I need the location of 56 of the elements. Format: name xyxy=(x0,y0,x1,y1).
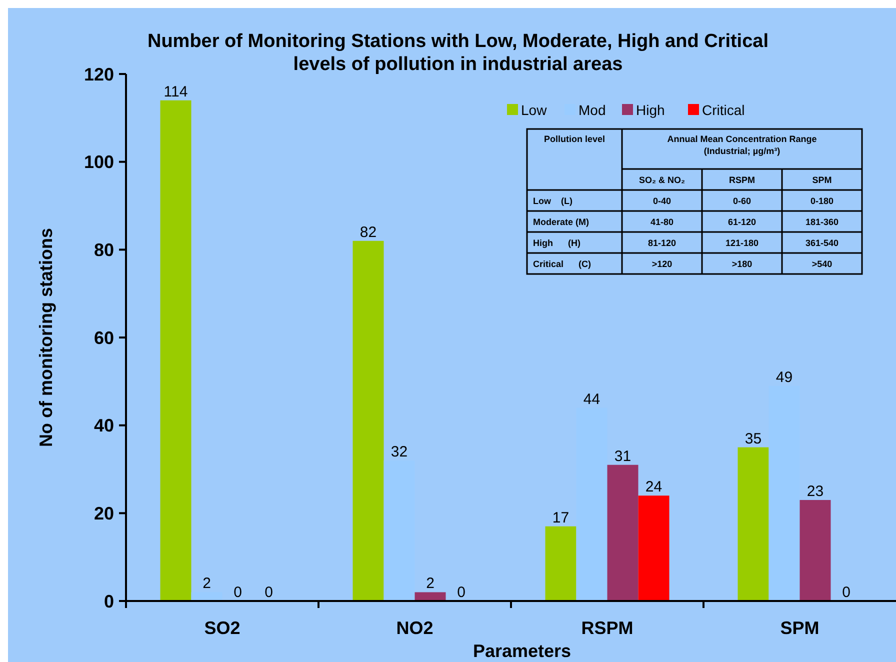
annotation: 0-60 xyxy=(732,196,752,206)
annotation: >540 xyxy=(812,259,832,269)
x-tick-label: RSPM xyxy=(581,618,634,638)
data-label: 35 xyxy=(744,430,762,448)
data-label: 31 xyxy=(614,448,632,465)
legend-label: Low xyxy=(521,102,548,118)
annotation: 61-120 xyxy=(728,217,756,227)
annotation: SPM xyxy=(812,175,832,185)
annotation: 181-360 xyxy=(805,217,839,227)
data-label: 32 xyxy=(390,443,408,460)
y-tick-label: 100 xyxy=(84,152,114,172)
annotation: 41-80 xyxy=(650,217,674,227)
annotation: 121-180 xyxy=(725,238,759,248)
y-tick-label: 80 xyxy=(94,240,114,260)
annotation: >180 xyxy=(732,259,752,269)
data-label: 44 xyxy=(583,390,600,408)
y-axis-title: No of monitoring stations xyxy=(36,228,56,447)
data-label: 49 xyxy=(776,368,793,386)
y-tick-label: 120 xyxy=(84,64,114,84)
data-label: 23 xyxy=(806,482,824,500)
annotation: 81-120 xyxy=(648,238,676,248)
annotation: >120 xyxy=(652,259,672,269)
annotation: SO₂ & NO₂ xyxy=(638,175,686,185)
y-tick-label: 0 xyxy=(104,591,114,612)
chart-title: Number of Monitoring Stations with Low, Moderate, High and Critical levels of pollution in industrial areas xyxy=(147,31,769,75)
y-tick-label: 20 xyxy=(94,503,114,524)
data-label: 24 xyxy=(645,478,662,496)
annotation: Critical (C) xyxy=(533,259,592,269)
data-label: 0 xyxy=(842,584,850,601)
annotation: (Industrial; µg/m³) xyxy=(704,146,780,156)
annotation: Moderate (M) xyxy=(533,217,589,227)
data-label: 82 xyxy=(360,224,377,241)
x-axis-title: Parameters xyxy=(472,641,572,661)
data-label: 2 xyxy=(426,575,434,592)
x-tick-label: NO2 xyxy=(396,618,434,638)
annotation: RSPM xyxy=(728,175,756,185)
annotation: 0-40 xyxy=(652,196,672,206)
annotation: Pollution level xyxy=(544,134,606,144)
y-tick-label: 60 xyxy=(94,328,114,348)
annotation: High (H) xyxy=(533,238,580,248)
annotation: Annual Mean Concentration Range xyxy=(667,134,817,144)
data-label: 114 xyxy=(164,83,188,100)
y-tick-label: 40 xyxy=(94,416,114,436)
x-tick-label: SO2 xyxy=(204,618,240,638)
annotation: 361-540 xyxy=(805,238,839,248)
data-label: 17 xyxy=(552,509,570,526)
x-tick-label: SPM xyxy=(780,618,820,638)
data-label: 0 xyxy=(457,584,466,601)
data-label: 0 xyxy=(264,584,273,601)
annotation: Low (L) xyxy=(533,196,572,206)
legend-label: High xyxy=(636,102,665,118)
legend-label: Mod xyxy=(578,102,606,118)
annotation: 0-180 xyxy=(810,196,834,206)
legend-label: Critical xyxy=(702,102,745,118)
data-label: 0 xyxy=(234,584,242,601)
data-label: 2 xyxy=(202,575,211,592)
